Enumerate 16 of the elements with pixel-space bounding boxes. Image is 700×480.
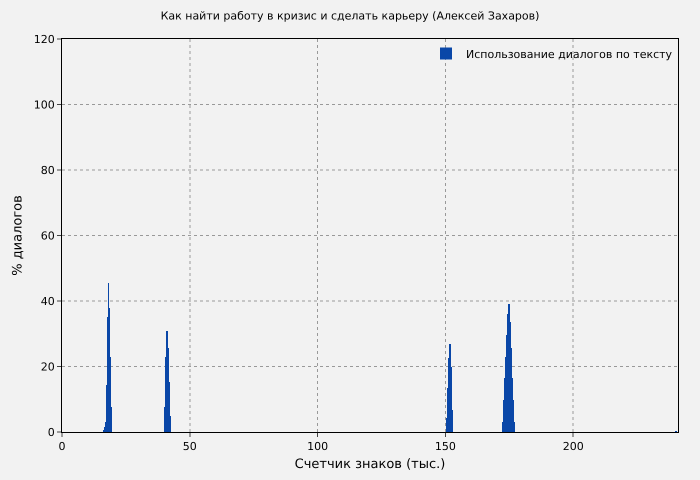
x-tick-label: 0: [58, 440, 66, 454]
y-tick-label: 80: [40, 164, 55, 177]
chart-title: Как найти работу в кризис и сделать карьеру (Алексей Захаров): [160, 10, 540, 23]
y-tick-label: 120: [34, 32, 55, 46]
y-axis-title: % диалогов: [10, 195, 26, 276]
y-tick-label: 40: [40, 294, 55, 308]
y-tick-label: 20: [40, 360, 55, 374]
y-tick-label: 100: [34, 98, 55, 112]
x-tick-label: 150: [434, 440, 456, 454]
x-tick-label: 50: [182, 440, 197, 454]
x-tick-label: 100: [307, 440, 328, 454]
y-tick-label: 60: [40, 229, 55, 242]
legend-label: Использование диалогов по тексту: [466, 48, 673, 61]
x-axis-title: Счетчик знаков (тыс.): [294, 456, 446, 472]
y-tick-label: 0: [48, 426, 55, 439]
x-tick-label: 200: [562, 440, 584, 454]
